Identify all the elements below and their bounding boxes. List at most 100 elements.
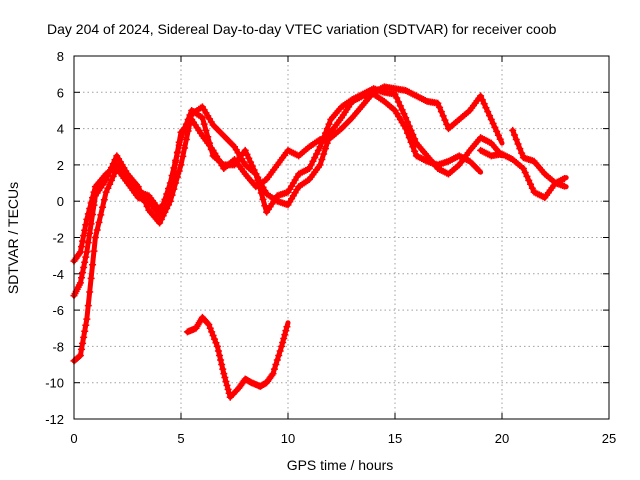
data-point	[83, 215, 91, 223]
data-point	[186, 111, 194, 119]
data-point	[487, 116, 495, 124]
data-point	[523, 172, 531, 180]
data-point	[509, 126, 517, 134]
data-point	[166, 179, 174, 187]
data-point	[75, 352, 83, 360]
data-point	[313, 150, 321, 158]
data-point	[475, 166, 483, 174]
data-point	[170, 164, 178, 172]
data-point	[261, 202, 269, 210]
data-point	[202, 126, 210, 134]
data-point	[316, 143, 324, 151]
data-point	[86, 229, 94, 237]
data-point	[276, 347, 284, 355]
data-point	[486, 112, 494, 120]
x-tick-label: 5	[177, 431, 184, 446]
data-point	[403, 129, 411, 137]
data-point	[182, 135, 190, 143]
data-point	[307, 161, 315, 169]
series-day-5	[510, 127, 569, 190]
data-point	[205, 321, 213, 329]
data-point	[91, 234, 99, 241]
data-point	[269, 370, 277, 378]
data-point	[168, 191, 176, 199]
data-point	[83, 315, 91, 323]
data-point	[93, 226, 101, 234]
data-point	[204, 133, 212, 141]
data-point	[477, 92, 485, 100]
data-point	[102, 175, 110, 183]
data-point	[80, 232, 88, 240]
data-point	[400, 110, 408, 118]
data-point	[321, 129, 329, 137]
data-point	[157, 206, 165, 214]
data-point	[82, 321, 90, 329]
data-point	[325, 120, 333, 128]
data-point	[480, 100, 488, 108]
data-point	[478, 96, 486, 104]
data-point	[159, 201, 167, 209]
data-point	[214, 347, 222, 355]
data-point	[272, 361, 280, 369]
data-point	[99, 203, 107, 211]
data-point	[87, 220, 95, 228]
data-point	[76, 351, 84, 359]
data-point	[89, 211, 97, 219]
data-point	[283, 323, 291, 331]
data-point	[198, 114, 206, 122]
data-point	[279, 338, 287, 346]
data-point	[222, 377, 230, 385]
data-point	[212, 339, 220, 347]
data-point	[391, 90, 399, 98]
data-point	[493, 127, 501, 135]
data-point	[320, 150, 328, 158]
data-point	[166, 197, 174, 205]
data-point	[411, 147, 419, 155]
data-point	[100, 196, 108, 204]
data-point	[489, 119, 497, 127]
data-point	[207, 145, 215, 153]
y-tick-label: 6	[57, 85, 64, 100]
markers-day-3	[70, 90, 483, 365]
series-day-3	[71, 91, 484, 364]
x-axis-label: GPS time / hours	[287, 457, 394, 473]
data-point	[172, 156, 180, 164]
data-point	[248, 162, 256, 170]
data-point	[281, 331, 289, 339]
y-tick-label: 4	[57, 122, 64, 137]
data-point	[89, 261, 97, 269]
grid	[74, 56, 609, 419]
data-point	[316, 161, 324, 169]
data-point	[177, 134, 185, 142]
data-point	[273, 356, 281, 364]
data-point	[209, 332, 217, 340]
data-point	[111, 156, 119, 164]
data-point	[250, 166, 258, 174]
data-point	[163, 190, 171, 198]
data-point	[76, 279, 84, 287]
data-point	[437, 108, 445, 116]
data-point	[79, 269, 87, 277]
data-point	[268, 371, 276, 379]
data-point	[206, 139, 214, 147]
data-point	[77, 274, 85, 282]
data-point	[521, 168, 529, 176]
data-point	[496, 135, 504, 143]
markers-day-5	[509, 126, 568, 190]
data-point	[161, 195, 169, 203]
data-point	[79, 237, 87, 245]
data-point	[83, 248, 91, 256]
data-point	[84, 239, 92, 247]
data-point	[516, 145, 524, 153]
y-tick-label: 0	[57, 194, 64, 209]
data-point	[156, 212, 164, 220]
data-point	[82, 253, 90, 261]
data-point	[175, 167, 183, 175]
data-point	[518, 149, 526, 157]
data-point	[206, 324, 214, 332]
data-point	[179, 152, 187, 160]
data-point	[275, 351, 283, 359]
data-point	[104, 171, 112, 179]
data-point	[106, 180, 114, 188]
data-point	[280, 335, 288, 343]
